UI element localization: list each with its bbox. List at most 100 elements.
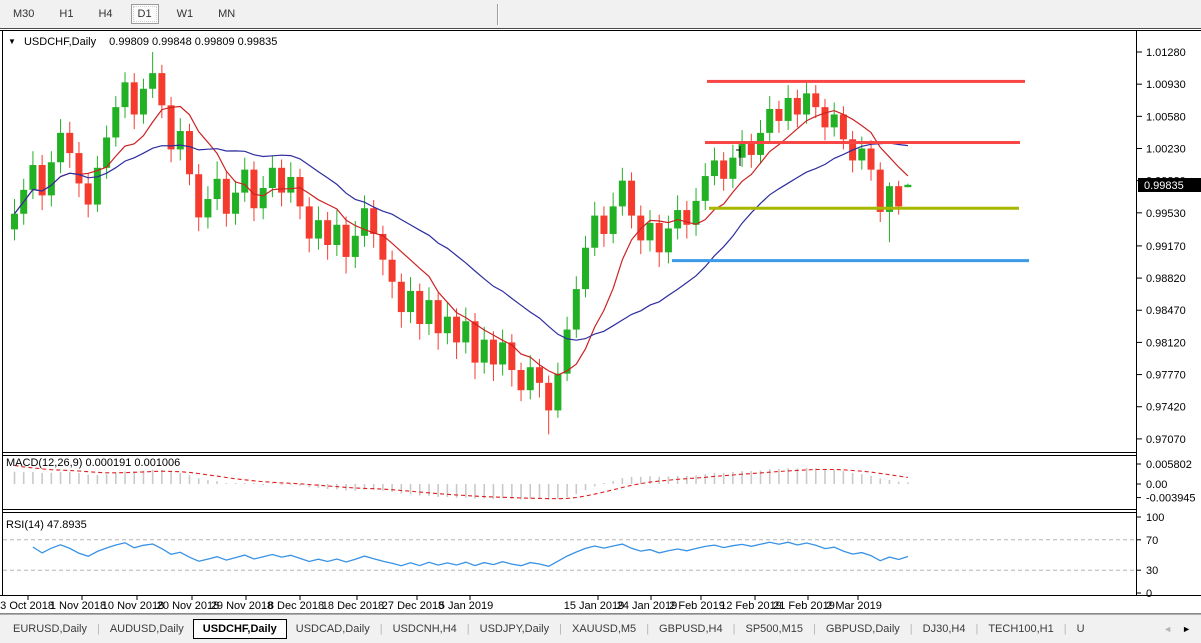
tab-eurusd-daily[interactable]: EURUSD,Daily [13,623,87,635]
candle-body [591,215,599,248]
resistance-upper[interactable] [707,79,1025,83]
symbol-tabbar: EURUSD,Daily | AUDUSD,Daily USDCHF,Daily USD… [0,614,1201,643]
candle-body [351,235,359,257]
date-tick-label: 29 Nov 2018 [211,600,273,612]
candle-body [545,382,553,411]
price-tick-label: 1.00930 [1146,79,1186,91]
tabs-scroll-right-icon[interactable]: ► [1182,624,1191,634]
candle-body [775,108,783,121]
tab-tech100-h1[interactable]: TECH100,H1 [988,623,1054,635]
timeframe-button-d1[interactable]: D1 [130,4,159,24]
date-tick-label: 2 Feb 2019 [669,600,725,612]
timeframe-button-w1[interactable]: W1 [176,8,194,20]
candle-body [379,233,387,260]
candle-body [812,93,820,108]
price-tick-label: 0.97420 [1146,402,1186,414]
candle-body [710,160,718,177]
timeframe-button-m30[interactable]: M30 [13,8,35,20]
rsi-line [32,541,909,567]
date-tick-label: 2 Mar 2019 [826,600,882,612]
candle-body [434,300,442,334]
price-tick-label: 1.00230 [1146,143,1186,155]
price-tick-label: 0.99530 [1146,208,1186,220]
candle-body [213,178,221,200]
candle-body [259,188,267,209]
candle-body [195,174,203,218]
price-tick-label: 0.98820 [1146,273,1186,285]
candle-body [600,215,608,234]
candle-body [821,107,829,128]
tab-gbpusd-h4[interactable]: GBPUSD,H4 [659,623,723,635]
date-tick-label: 18 Dec 2018 [322,600,384,612]
date-tick-label: 23 Oct 2018 [0,600,54,612]
candle-body [278,167,286,193]
timeframe-button-h4[interactable]: H4 [98,8,113,20]
tab-separator: | [975,623,979,635]
price-axis: 1.012801.009301.005801.002300.998800.995… [1137,47,1186,446]
candle-body [489,339,497,365]
candle-body [222,178,230,214]
candle-body [655,222,663,253]
candle-body [250,169,258,209]
ma-fast-line [14,105,909,376]
tab-dj30-h4[interactable]: DJ30,H4 [922,623,966,635]
macd-label: MACD(12,26,9) 0.000191 0.001006 [6,457,180,469]
tab-separator: | [559,623,562,635]
toolbar-separator [497,4,499,25]
tabs-scroll-left-icon[interactable]: ◄ [1163,624,1173,634]
candle-body [47,162,55,196]
tab-usdjpy-daily[interactable]: USDJPY,Daily [479,623,550,635]
panel-frames [0,30,1201,614]
chart-menu-triangle-icon[interactable]: ▼ [8,37,16,46]
tab-sp500-m15[interactable]: SP500,M15 [745,623,803,635]
tab-separator: | [466,623,470,635]
rsi-axis-label: 70 [1146,535,1158,547]
candle-body [876,169,884,212]
candle-body [738,142,746,158]
candle-body [683,210,691,225]
macd-axis-label: 0.00 [1146,479,1167,491]
date-tick-label: 27 Dec 2018 [382,600,444,612]
candle-body [646,222,654,241]
candle-body [867,148,875,170]
candle-body [508,342,516,370]
timeframe-button-h1[interactable]: H1 [59,8,74,20]
candle-body [517,369,525,391]
price-tick-label: 1.00580 [1146,111,1186,123]
candle-body [66,132,74,154]
date-tick-label: 24 Jan 2019 [617,600,678,612]
tab-xauusd-m5[interactable]: XAUUSD,M5 [572,623,637,635]
candle-body [75,153,83,184]
tab-gbpusd-daily[interactable]: GBPUSD,Daily [825,623,900,635]
current-price-value: 0.99835 [1144,180,1184,192]
resistance-lower[interactable] [705,141,1020,145]
candle-body [628,180,636,216]
candle-body [305,206,313,239]
tab-scroll-arrows: ◄ ► [1158,624,1201,634]
candle-body [793,97,801,115]
chart-title: ▼ USDCHF,Daily 0.99809 0.99848 0.99809 0… [8,36,277,48]
tab-u[interactable]: U [1076,623,1085,635]
current-price-tag: 0.99835 [1138,178,1201,192]
candle-body [287,176,295,193]
candle-body [167,105,175,150]
rsi-axis-label: 100 [1146,512,1164,524]
candle-body [453,316,461,343]
chart-title-ohlc: 0.99809 0.99848 0.99809 0.99835 [109,36,278,48]
tab-usdchf-daily[interactable]: USDCHF,Daily [192,619,287,639]
support-blue[interactable] [672,259,1029,263]
support-olive[interactable] [709,206,1019,210]
candle-body [692,200,700,225]
date-tick-label: 12 Feb 2019 [720,600,782,612]
tab-audusd-daily[interactable]: AUDUSD,Daily [109,623,184,635]
date-tick-label: 10 Nov 2018 [102,600,164,612]
tab-usdcnh-h4[interactable]: USDCNH,H4 [392,623,457,635]
tab-usdcad-daily[interactable]: USDCAD,Daily [295,623,370,635]
date-tick-label: 15 Jan 2019 [564,600,625,612]
timeframe-button-mn[interactable]: MN [218,8,236,20]
candle-body [416,290,424,325]
candle-body [526,367,534,391]
candle-body [895,186,903,207]
